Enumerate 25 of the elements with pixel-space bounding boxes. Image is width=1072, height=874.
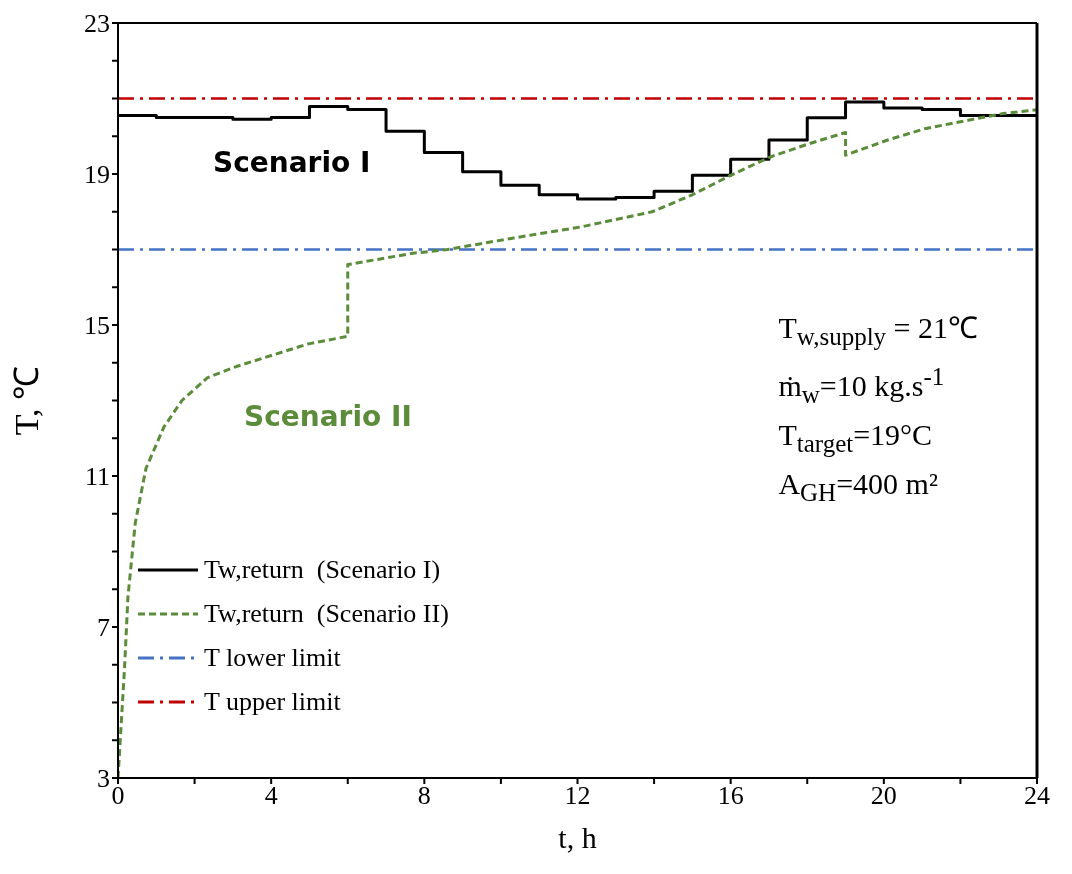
- annotation: T$_{target}$=19°C: [778, 417, 934, 459]
- annotation: Scenario I: [213, 146, 371, 179]
- x-tick-label: 24: [1024, 781, 1050, 811]
- legend-label: T upper limit: [204, 686, 341, 718]
- x-axis-title: t, h: [558, 821, 597, 854]
- x-tick-label: 0: [111, 781, 125, 811]
- legend-label: Tw,return (Scenario II): [204, 598, 449, 630]
- x-tick-label: 20: [870, 781, 897, 811]
- x-tick-label: 8: [417, 781, 431, 811]
- y-tick-label: 15: [84, 311, 110, 341]
- x-tick-label: 12: [564, 781, 591, 811]
- annotation: T$_{w,supply}$ = 21℃: [778, 310, 978, 352]
- annotation: A$_{GH}$=400 m²: [778, 466, 939, 508]
- y-tick-label: 7: [97, 613, 110, 643]
- y-tick-label: 3: [97, 764, 110, 794]
- annotation: Scenario II: [244, 400, 412, 433]
- legend-label: T lower limit: [204, 642, 341, 674]
- y-axis-title: T, ℃: [8, 365, 46, 436]
- x-tick-label: 16: [717, 781, 744, 811]
- annotation: ṁ$_{w}$=10 kg.s$^{-1}$: [778, 362, 946, 410]
- legend-label: Tw,return (Scenario I): [204, 554, 441, 586]
- x-tick-label: 4: [264, 781, 278, 811]
- y-tick-label: 11: [84, 462, 110, 492]
- y-tick-label: 19: [84, 160, 110, 190]
- y-tick-label: 23: [84, 9, 110, 39]
